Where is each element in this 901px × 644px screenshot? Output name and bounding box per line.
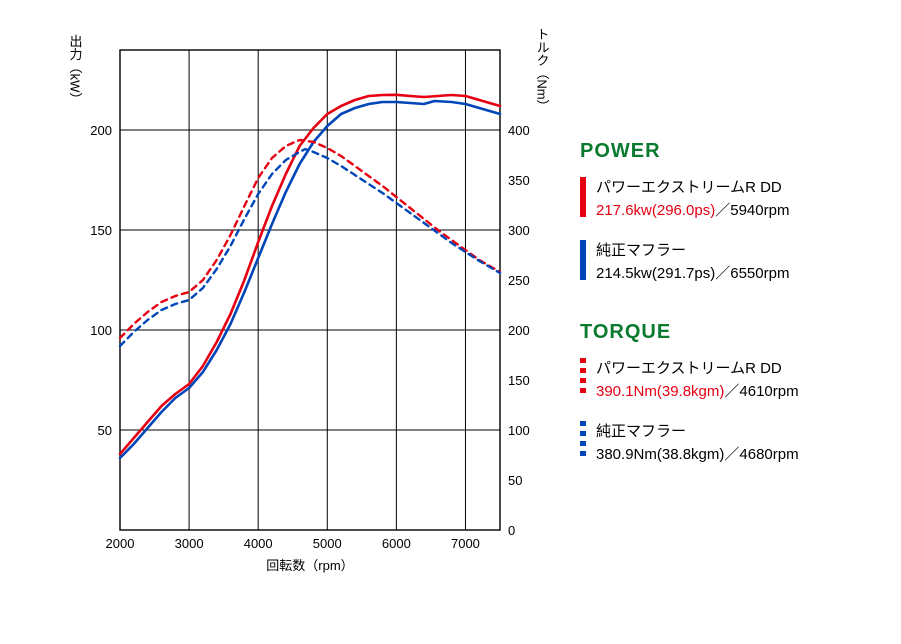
legend-label: 純正マフラー xyxy=(596,242,686,259)
svg-text:100: 100 xyxy=(508,423,530,438)
legend-group-power: POWER パワーエクストリームR DD 217.6kw(296.0ps)／59… xyxy=(580,140,880,285)
svg-text:200: 200 xyxy=(508,323,530,338)
legend-swatch xyxy=(580,177,586,217)
legend-text: 純正マフラー 214.5kw(291.7ps)／6550rpm xyxy=(596,240,789,285)
svg-text:350: 350 xyxy=(508,173,530,188)
legend-entry-power-0: パワーエクストリームR DD 217.6kw(296.0ps)／5940rpm xyxy=(580,177,880,222)
legend-swatch xyxy=(580,421,586,461)
svg-text:150: 150 xyxy=(508,373,530,388)
legend-suffix: ／4680rpm xyxy=(724,446,798,463)
legend-entry-torque-1: 純正マフラー 380.9Nm(38.8kgm)／4680rpm xyxy=(580,421,880,466)
svg-text:250: 250 xyxy=(508,273,530,288)
legend-entry-power-1: 純正マフラー 214.5kw(291.7ps)／6550rpm xyxy=(580,240,880,285)
legend-text: 純正マフラー 380.9Nm(38.8kgm)／4680rpm xyxy=(596,421,799,466)
legend-swatch xyxy=(580,358,586,398)
legend-suffix: ／5940rpm xyxy=(715,202,789,219)
legend-heading-power: POWER xyxy=(580,140,880,163)
legend-entry-torque-0: パワーエクストリームR DD 390.1Nm(39.8kgm)／4610rpm xyxy=(580,358,880,403)
legend: POWER パワーエクストリームR DD 217.6kw(296.0ps)／59… xyxy=(580,140,880,502)
legend-group-torque: TORQUE パワーエクストリームR DD 390.1Nm(39.8kgm)／4… xyxy=(580,321,880,466)
svg-text:4000: 4000 xyxy=(244,536,273,551)
svg-text:7000: 7000 xyxy=(451,536,480,551)
legend-suffix: ／6550rpm xyxy=(715,265,789,282)
legend-label: パワーエクストリームR DD xyxy=(596,179,782,196)
legend-heading-torque: TORQUE xyxy=(580,321,880,344)
svg-text:トルク（Nm）: トルク（Nm） xyxy=(535,27,550,112)
legend-swatch xyxy=(580,240,586,280)
svg-text:50: 50 xyxy=(98,423,112,438)
legend-label: パワーエクストリームR DD xyxy=(596,360,782,377)
svg-text:50: 50 xyxy=(508,473,522,488)
svg-text:150: 150 xyxy=(90,223,112,238)
legend-suffix: ／4610rpm xyxy=(724,383,798,400)
svg-text:400: 400 xyxy=(508,123,530,138)
svg-text:5000: 5000 xyxy=(313,536,342,551)
legend-text: パワーエクストリームR DD 217.6kw(296.0ps)／5940rpm xyxy=(596,177,789,222)
dyno-chart: 2000300040005000600070005010015020005010… xyxy=(40,20,540,600)
svg-text:回転数（rpm）: 回転数（rpm） xyxy=(266,558,353,573)
svg-text:200: 200 xyxy=(90,123,112,138)
svg-text:出力（kW）: 出力（kW） xyxy=(68,35,83,106)
svg-text:0: 0 xyxy=(508,523,515,538)
svg-text:300: 300 xyxy=(508,223,530,238)
legend-value: 390.1Nm(39.8kgm) xyxy=(596,383,724,400)
svg-text:100: 100 xyxy=(90,323,112,338)
svg-text:3000: 3000 xyxy=(175,536,204,551)
svg-text:2000: 2000 xyxy=(106,536,135,551)
legend-value: 380.9Nm(38.8kgm) xyxy=(596,446,724,463)
legend-value: 217.6kw(296.0ps) xyxy=(596,202,715,219)
chart-svg: 2000300040005000600070005010015020005010… xyxy=(40,20,560,580)
legend-text: パワーエクストリームR DD 390.1Nm(39.8kgm)／4610rpm xyxy=(596,358,799,403)
legend-value: 214.5kw(291.7ps) xyxy=(596,265,715,282)
legend-label: 純正マフラー xyxy=(596,423,686,440)
svg-text:6000: 6000 xyxy=(382,536,411,551)
